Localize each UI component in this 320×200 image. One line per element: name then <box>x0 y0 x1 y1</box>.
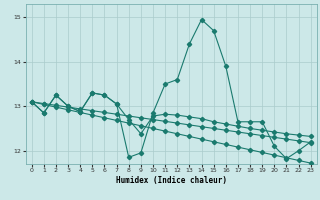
X-axis label: Humidex (Indice chaleur): Humidex (Indice chaleur) <box>116 176 227 185</box>
